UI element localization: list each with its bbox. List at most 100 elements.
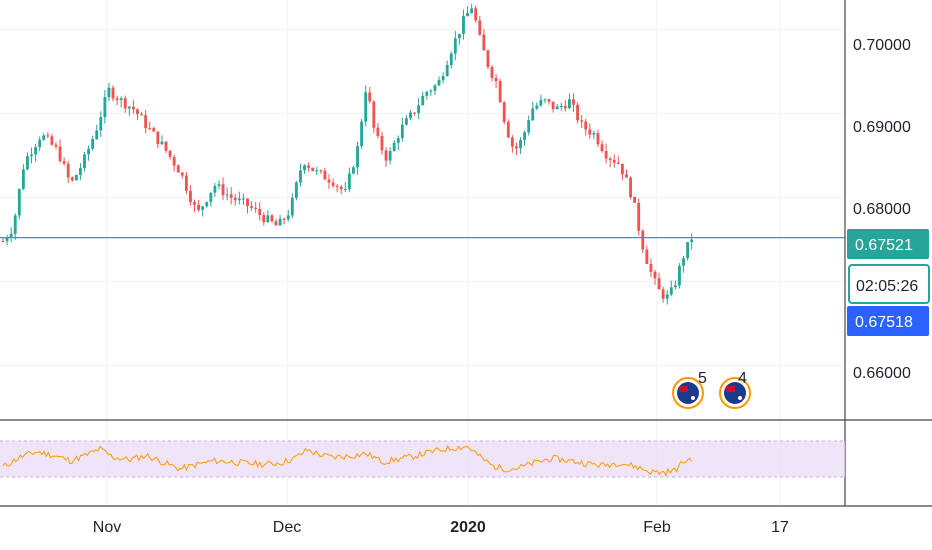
countdown-box bbox=[848, 264, 930, 304]
candle-body bbox=[189, 190, 192, 203]
candle-body bbox=[665, 294, 669, 299]
candle-body bbox=[70, 177, 74, 181]
candle-body bbox=[193, 202, 196, 205]
candle-body bbox=[445, 65, 449, 76]
candle-body bbox=[490, 66, 494, 78]
candle-body bbox=[225, 194, 229, 196]
bid-price-label: 0.67518 bbox=[855, 314, 913, 331]
candle-body bbox=[103, 97, 107, 118]
candle-body bbox=[669, 287, 673, 295]
candle-body bbox=[282, 218, 286, 220]
candle-body bbox=[457, 33, 461, 39]
candle-body bbox=[466, 13, 469, 17]
candle-body bbox=[559, 106, 563, 108]
candle-body bbox=[568, 99, 571, 109]
candle-body bbox=[339, 186, 343, 190]
candle-body bbox=[421, 95, 425, 106]
candle-body bbox=[266, 215, 270, 223]
candle-body bbox=[331, 182, 335, 186]
candle-body bbox=[360, 121, 364, 147]
candle-body bbox=[417, 105, 421, 114]
candle-body bbox=[486, 50, 490, 67]
candle-body bbox=[327, 179, 331, 183]
candle-body bbox=[21, 169, 25, 189]
event-count: 5 bbox=[698, 370, 707, 387]
candle-body bbox=[205, 202, 209, 207]
candle-body bbox=[164, 141, 168, 151]
candle-body bbox=[294, 182, 298, 198]
candle-body bbox=[311, 167, 315, 171]
candle-body bbox=[213, 185, 217, 193]
candle-body bbox=[633, 197, 637, 203]
candle-body bbox=[425, 91, 429, 96]
candle-body bbox=[62, 161, 66, 164]
candle-body bbox=[510, 137, 514, 147]
candle-body bbox=[144, 115, 148, 129]
candle-body bbox=[42, 135, 46, 140]
candle-body bbox=[307, 165, 311, 168]
candles bbox=[1, 3, 694, 305]
candle-body bbox=[678, 265, 681, 286]
candle-body bbox=[34, 147, 38, 155]
candle-body bbox=[242, 198, 245, 200]
candle-body bbox=[30, 154, 33, 157]
candle-body bbox=[433, 85, 437, 91]
candle-body bbox=[111, 87, 115, 99]
event-marker[interactable]: 5 bbox=[672, 370, 707, 409]
candle-body bbox=[79, 168, 82, 176]
candle-body bbox=[352, 167, 355, 174]
candle-body bbox=[608, 158, 612, 160]
candle-body bbox=[131, 106, 135, 110]
candle-body bbox=[453, 38, 457, 54]
candle-body bbox=[140, 114, 143, 116]
candle-body bbox=[119, 98, 123, 101]
candle-body bbox=[87, 148, 90, 155]
event-marker[interactable]: 4 bbox=[719, 370, 751, 409]
candle-body bbox=[400, 124, 404, 139]
candle-body bbox=[682, 258, 685, 266]
candle-body bbox=[396, 138, 400, 143]
candle-body bbox=[127, 106, 131, 109]
candle-body bbox=[258, 208, 262, 216]
candle-body bbox=[596, 133, 600, 145]
indicator-line bbox=[2, 444, 693, 477]
bid-price-tag bbox=[847, 306, 929, 336]
candle-body bbox=[539, 99, 543, 106]
flag-star-icon bbox=[691, 396, 695, 400]
candle-body bbox=[17, 188, 21, 216]
candle-body bbox=[555, 106, 559, 110]
candle-body bbox=[384, 150, 388, 161]
countdown-label: 02:05:26 bbox=[856, 278, 918, 295]
candle-body bbox=[449, 53, 453, 66]
candle-body bbox=[380, 135, 384, 151]
candle-body bbox=[58, 146, 62, 162]
candle-body bbox=[115, 98, 119, 101]
candle-body bbox=[543, 99, 547, 101]
candle-body bbox=[515, 146, 518, 149]
candle-body bbox=[209, 192, 213, 203]
candle-body bbox=[83, 154, 86, 169]
candle-body bbox=[50, 136, 54, 145]
candle-body bbox=[502, 102, 506, 122]
candle-body bbox=[201, 206, 205, 210]
flag-union-icon bbox=[679, 386, 688, 392]
candle-body bbox=[156, 131, 160, 145]
candle-body bbox=[527, 120, 531, 133]
candle-body bbox=[523, 132, 527, 141]
candle-body bbox=[376, 127, 380, 136]
candle-body bbox=[429, 90, 433, 92]
flag-au-us-icon bbox=[677, 382, 699, 404]
grid bbox=[0, 0, 845, 506]
candle-body bbox=[299, 170, 302, 183]
candle-body bbox=[649, 263, 653, 272]
candle-body bbox=[531, 108, 535, 121]
candle-body bbox=[616, 162, 620, 164]
y-tick-label: 0.66000 bbox=[853, 365, 911, 382]
candle-body bbox=[54, 144, 58, 147]
candle-body bbox=[123, 98, 127, 109]
candle-body bbox=[661, 289, 665, 299]
candle-body bbox=[38, 139, 42, 148]
candle-body bbox=[270, 215, 274, 222]
event-count: 4 bbox=[738, 370, 747, 387]
